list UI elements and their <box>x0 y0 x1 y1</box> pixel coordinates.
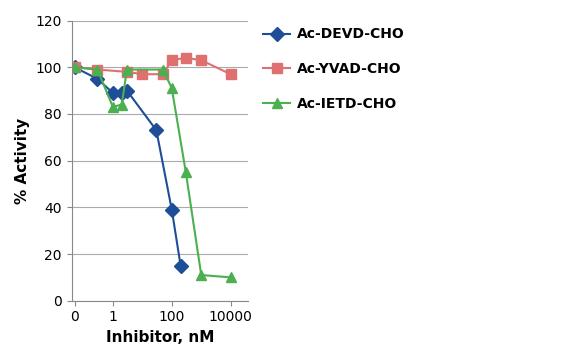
Ac-YVAD-CHO <box>139 72 146 76</box>
Ac-IETD-CHO <box>183 170 190 175</box>
Line: Ac-YVAD-CHO: Ac-YVAD-CHO <box>70 53 235 79</box>
X-axis label: Inhibitor, nM: Inhibitor, nM <box>106 330 214 345</box>
Ac-IETD-CHO <box>160 67 167 72</box>
Legend: Ac-DEVD-CHO, Ac-YVAD-CHO, Ac-IETD-CHO: Ac-DEVD-CHO, Ac-YVAD-CHO, Ac-IETD-CHO <box>257 22 411 117</box>
Ac-YVAD-CHO <box>198 58 205 62</box>
Ac-YVAD-CHO <box>160 72 167 76</box>
Y-axis label: % Activity: % Activity <box>15 117 30 204</box>
Ac-IETD-CHO <box>123 67 130 72</box>
Line: Ac-IETD-CHO: Ac-IETD-CHO <box>70 62 235 282</box>
Ac-IETD-CHO <box>118 102 125 107</box>
Ac-YVAD-CHO <box>94 67 101 72</box>
Ac-YVAD-CHO <box>168 58 176 62</box>
Ac-YVAD-CHO <box>183 56 190 60</box>
Ac-DEVD-CHO <box>71 65 78 69</box>
Ac-YVAD-CHO <box>123 70 130 74</box>
Ac-DEVD-CHO <box>168 207 176 212</box>
Ac-DEVD-CHO <box>123 89 130 93</box>
Ac-YVAD-CHO <box>71 65 78 69</box>
Ac-IETD-CHO <box>109 105 116 109</box>
Ac-IETD-CHO <box>94 67 101 72</box>
Ac-IETD-CHO <box>71 65 78 69</box>
Line: Ac-DEVD-CHO: Ac-DEVD-CHO <box>70 62 185 271</box>
Ac-IETD-CHO <box>198 273 205 277</box>
Ac-DEVD-CHO <box>94 77 101 81</box>
Ac-IETD-CHO <box>168 86 176 90</box>
Ac-YVAD-CHO <box>227 72 234 76</box>
Ac-DEVD-CHO <box>177 264 184 268</box>
Ac-DEVD-CHO <box>153 128 160 132</box>
Ac-DEVD-CHO <box>109 91 116 95</box>
Ac-IETD-CHO <box>227 275 234 279</box>
Ac-DEVD-CHO <box>118 91 125 95</box>
